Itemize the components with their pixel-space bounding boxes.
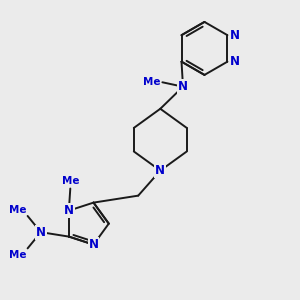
- Text: N: N: [88, 238, 98, 251]
- Text: N: N: [230, 55, 240, 68]
- Text: Me: Me: [61, 176, 79, 186]
- Text: N: N: [230, 29, 240, 42]
- Text: N: N: [155, 164, 165, 177]
- Text: Me: Me: [9, 205, 26, 214]
- Text: Me: Me: [9, 250, 26, 260]
- Text: N: N: [64, 204, 74, 217]
- Text: N: N: [36, 226, 46, 239]
- Text: Me: Me: [143, 77, 161, 87]
- Text: N: N: [178, 80, 188, 93]
